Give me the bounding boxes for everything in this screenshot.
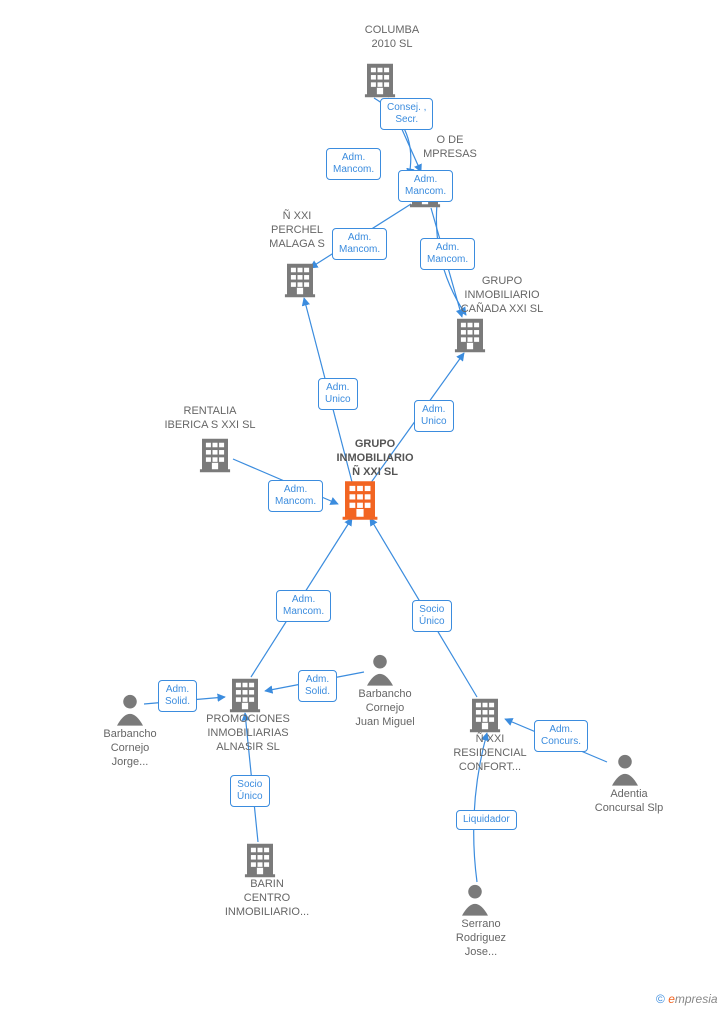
node-label: COLUMBA 2010 SL [337,24,447,52]
node-label: Adentia Concursal Slp [569,788,689,816]
edge-label: Adm. Mancom. [398,170,453,202]
node-label: RENTALIA IBERICA S XXI SL [145,405,275,433]
node-label: BARIN CENTRO INMOBILIARIO... [202,878,332,919]
edge-label: Adm. Mancom. [420,238,475,270]
person-icon [612,755,638,786]
credit-logo-e: e [668,992,675,1006]
edge-label: Adm. Mancom. [268,480,323,512]
edge-label: Adm. Mancom. [326,148,381,180]
edge-label: Socio Único [412,600,452,632]
credit-copyright: © [656,992,665,1006]
edge-label: Liquidador [456,810,517,830]
node-label: Barbancho Cornejo Jorge... [80,728,180,769]
building-icon [365,64,395,98]
building-icon [200,439,230,473]
building-icon [455,319,485,353]
person-icon [367,655,393,686]
person-icon [462,885,488,916]
building-icon [470,699,500,733]
node-label: Barbancho Cornejo Juan Miguel [330,688,440,729]
node-label: O DE MPRESAS [405,134,495,162]
building-icon [245,844,275,878]
credit-logo-rest: mpresia [675,992,718,1006]
edge-label: Adm. Mancom. [276,590,331,622]
node-label: GRUPO INMOBILIARIO CAÑADA XXI SL [442,275,562,316]
node-label: Ñ XXI RESIDENCIAL CONFORT... [435,733,545,774]
building-icon [285,264,315,298]
node-label: PROMOCIONES INMOBILIARIAS ALNASIR SL [183,713,313,754]
credit-line: © empresia [656,992,718,1006]
person-icon [117,695,143,726]
edge-label: Adm. Unico [318,378,358,410]
node-label: GRUPO INMOBILIARIO Ñ XXI SL [310,438,440,479]
edge-label: Adm. Solid. [158,680,197,712]
edge-label: Adm. Unico [414,400,454,432]
edge-label: Socio Único [230,775,270,807]
building-icon [230,679,260,713]
node-label: Serrano Rodriguez Jose... [431,918,531,959]
node-label: Ñ XXI PERCHEL MALAGA S [252,210,342,251]
building-icon [343,481,378,520]
edge-label: Consej. , Secr. [380,98,433,130]
